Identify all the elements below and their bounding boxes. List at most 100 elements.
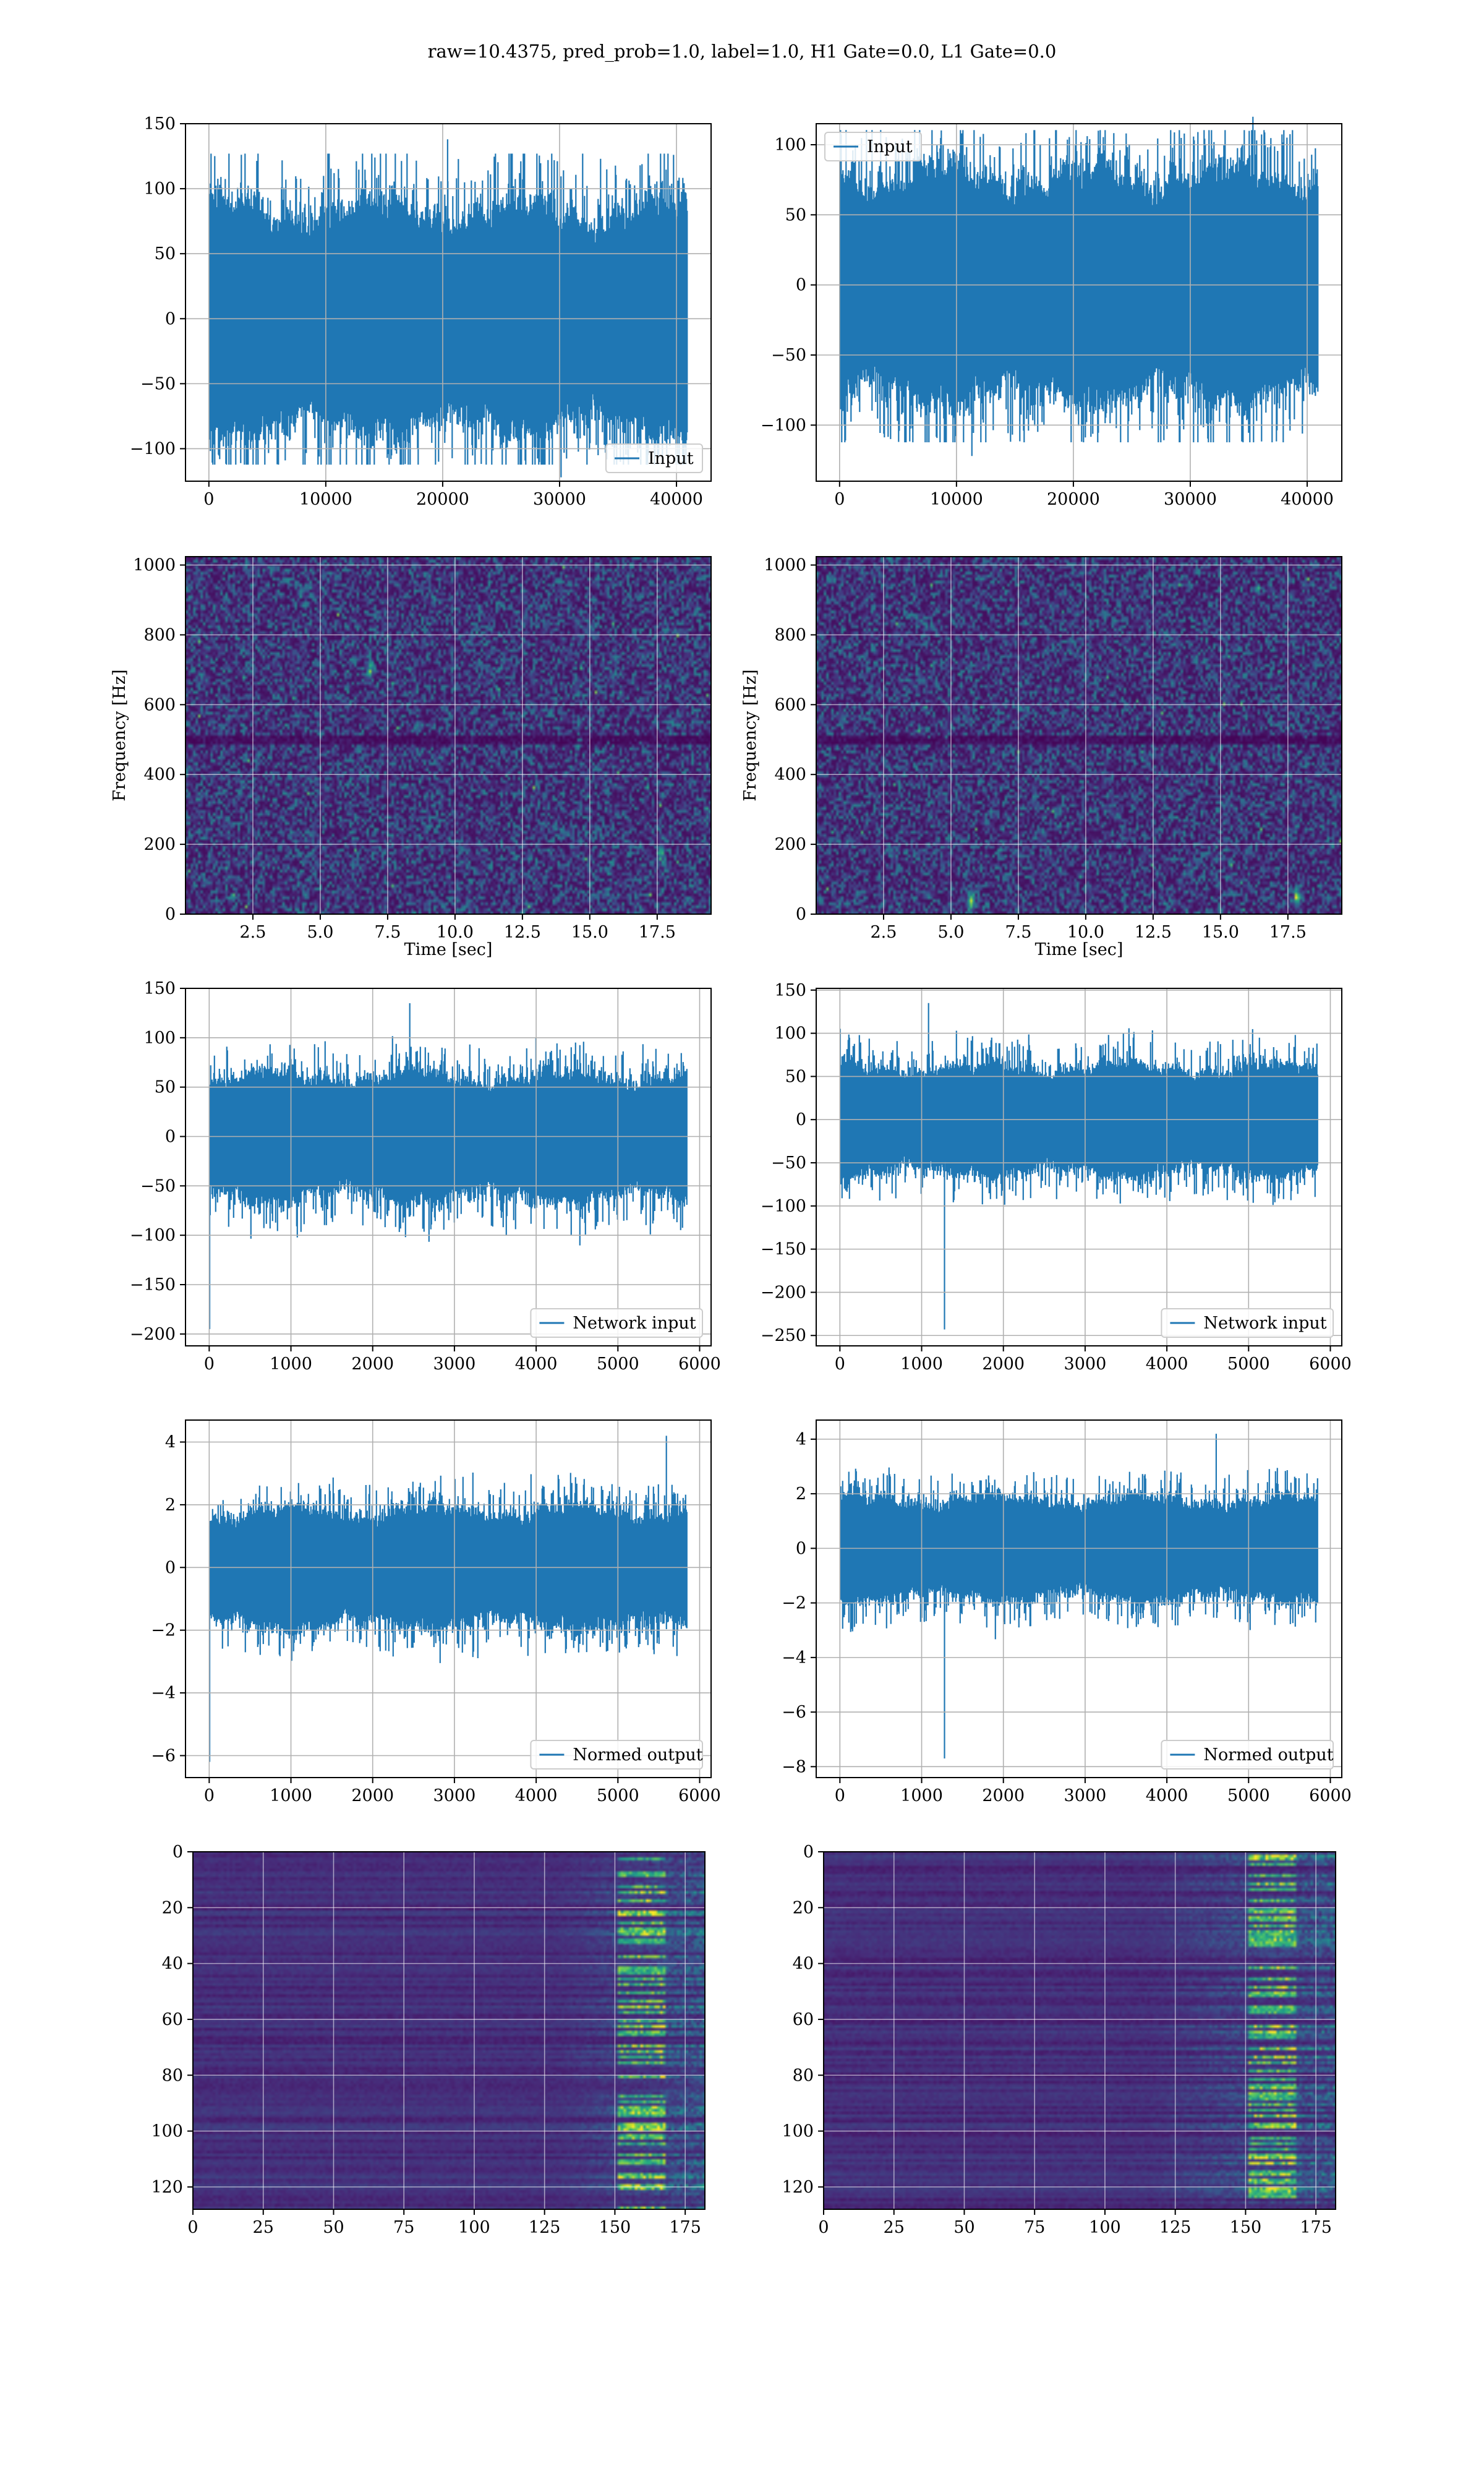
- axes-frame: [816, 556, 1342, 915]
- x-tick-label: 125: [529, 2218, 561, 2237]
- legend-box: [1161, 1740, 1334, 1770]
- x-tick-label: 5.0: [937, 923, 964, 942]
- y-tick-label: −50: [140, 1176, 176, 1196]
- y-tick-label: 200: [143, 835, 176, 854]
- x-tick-label: 100: [1089, 2218, 1121, 2237]
- axes-frame: [185, 123, 712, 482]
- feature-map-image: [824, 1852, 1336, 2209]
- y-tick-label: 0: [803, 1843, 814, 1862]
- x-tick-label: 12.5: [504, 923, 541, 942]
- x-tick-label: 0: [835, 1355, 845, 1374]
- x-tick-label: 25: [884, 2218, 905, 2237]
- y-tick-label: 800: [143, 625, 176, 644]
- axes-frame: [823, 1851, 1336, 2210]
- x-tick-label: 6000: [678, 1786, 721, 1805]
- x-axis-label: Time [sec]: [1035, 940, 1124, 959]
- y-tick-label: 50: [155, 244, 176, 263]
- panel-h1-spectrogram: 2.5 5.0 7.5 10.0 12.5 15.0 17.5 0 200 400 600 800 10…: [110, 556, 712, 959]
- x-tick-label: 5000: [597, 1355, 639, 1374]
- y-tick-label: 200: [774, 835, 806, 854]
- x-tick-label: 100: [458, 2218, 490, 2237]
- x-tick-label: 10.0: [437, 923, 474, 942]
- y-tick-label: 40: [162, 1954, 183, 1974]
- y-tick-label: −2: [151, 1621, 176, 1640]
- x-tick-label: 125: [1159, 2218, 1192, 2237]
- y-tick-label: 20: [162, 1898, 183, 1917]
- legend-label: Network input: [573, 1314, 696, 1333]
- y-tick-label: 150: [774, 981, 806, 1000]
- y-tick-label: 2: [165, 1496, 176, 1515]
- legend-box: [824, 132, 922, 161]
- axes-frame: [192, 1851, 706, 2210]
- legend: Normed output: [530, 1740, 704, 1770]
- x-tick-label: 0: [835, 1786, 845, 1805]
- y-tick-label: −6: [782, 1703, 806, 1722]
- axes-frame: [816, 1419, 1342, 1778]
- legend-label: Input: [867, 137, 913, 156]
- x-tick-label: 20000: [416, 490, 469, 509]
- y-tick-label: 100: [774, 1024, 806, 1043]
- y-tick-label: 400: [774, 765, 806, 784]
- x-tick-label: 2000: [982, 1786, 1025, 1805]
- x-tick-label: 30000: [1164, 490, 1217, 509]
- y-tick-label: −100: [761, 416, 806, 435]
- axes-frame: [185, 1419, 712, 1778]
- x-tick-label: 1000: [270, 1355, 312, 1374]
- x-tick-label: 0: [187, 2218, 198, 2237]
- y-tick-label: 80: [793, 2066, 814, 2085]
- x-tick-label: 6000: [678, 1355, 721, 1374]
- x-tick-label: 30000: [533, 490, 586, 509]
- x-tick-label: 1000: [900, 1786, 943, 1805]
- figure-title: raw=10.4375, pred_prob=1.0, label=1.0, H…: [427, 41, 1057, 62]
- y-tick-label: 150: [143, 114, 176, 134]
- y-tick-label: 120: [151, 2178, 183, 2197]
- x-tick-label: 3000: [433, 1355, 476, 1374]
- x-tick-label: 1000: [270, 1786, 312, 1805]
- y-tick-label: −6: [151, 1747, 176, 1766]
- x-axis-label: Time [sec]: [404, 940, 493, 959]
- y-tick-label: −250: [761, 1326, 806, 1345]
- y-tick-label: 120: [782, 2178, 814, 2197]
- x-tick-label: 3000: [1064, 1355, 1107, 1374]
- y-tick-label: −200: [761, 1283, 806, 1302]
- x-tick-label: 15.0: [571, 923, 608, 942]
- y-tick-label: 4: [796, 1430, 806, 1449]
- panel-l1-spectrogram: 2.5 5.0 7.5 10.0 12.5 15.0 17.5 0 200 400 600 800 10…: [741, 556, 1342, 959]
- x-tick-label: 2000: [351, 1786, 394, 1805]
- y-tick-label: 150: [143, 979, 176, 998]
- y-tick-label: −100: [130, 1226, 176, 1245]
- x-tick-label: 12.5: [1135, 923, 1172, 942]
- x-tick-label: 4000: [515, 1355, 558, 1374]
- y-tick-label: 800: [774, 625, 806, 644]
- y-tick-label: 100: [782, 2122, 814, 2141]
- panel-h1-input: 0 10000 20000 30000 40000 −100 −50 0 50 100 150 Inp…: [130, 114, 712, 509]
- y-tick-label: 0: [165, 905, 176, 924]
- y-tick-label: 600: [774, 695, 806, 714]
- y-tick-label: 400: [143, 765, 176, 784]
- legend: Network input: [530, 1308, 704, 1338]
- y-tick-label: −150: [761, 1240, 806, 1259]
- x-tick-label: 1000: [900, 1355, 943, 1374]
- y-tick-label: −200: [130, 1325, 176, 1344]
- y-tick-label: −4: [782, 1648, 806, 1667]
- y-tick-label: 50: [785, 205, 806, 225]
- y-tick-label: 20: [793, 1898, 814, 1917]
- x-tick-label: 75: [393, 2218, 414, 2237]
- x-tick-label: 150: [599, 2218, 631, 2237]
- y-tick-label: −50: [140, 374, 176, 393]
- y-tick-label: −100: [761, 1197, 806, 1216]
- x-tick-label: 175: [669, 2218, 701, 2237]
- x-tick-label: 175: [1300, 2218, 1332, 2237]
- x-tick-label: 0: [834, 490, 845, 509]
- axes-frame: [816, 123, 1342, 482]
- x-tick-label: 5.0: [307, 923, 333, 942]
- panel-h1-normed-output: 0 1000 2000 3000 4000 5000 6000 −6 −4 −2 0 2 4 Normed…: [151, 1419, 721, 1805]
- y-tick-label: 600: [143, 695, 176, 714]
- y-tick-label: 0: [173, 1843, 183, 1862]
- x-tick-label: 5000: [597, 1786, 639, 1805]
- panel-l1-input: 0 10000 20000 30000 40000 −100 −50 0 50 100 Input: [761, 116, 1342, 509]
- legend-box: [1161, 1308, 1334, 1338]
- y-tick-label: 100: [143, 179, 176, 199]
- y-tick-label: −50: [771, 346, 806, 365]
- legend-box: [530, 1740, 704, 1770]
